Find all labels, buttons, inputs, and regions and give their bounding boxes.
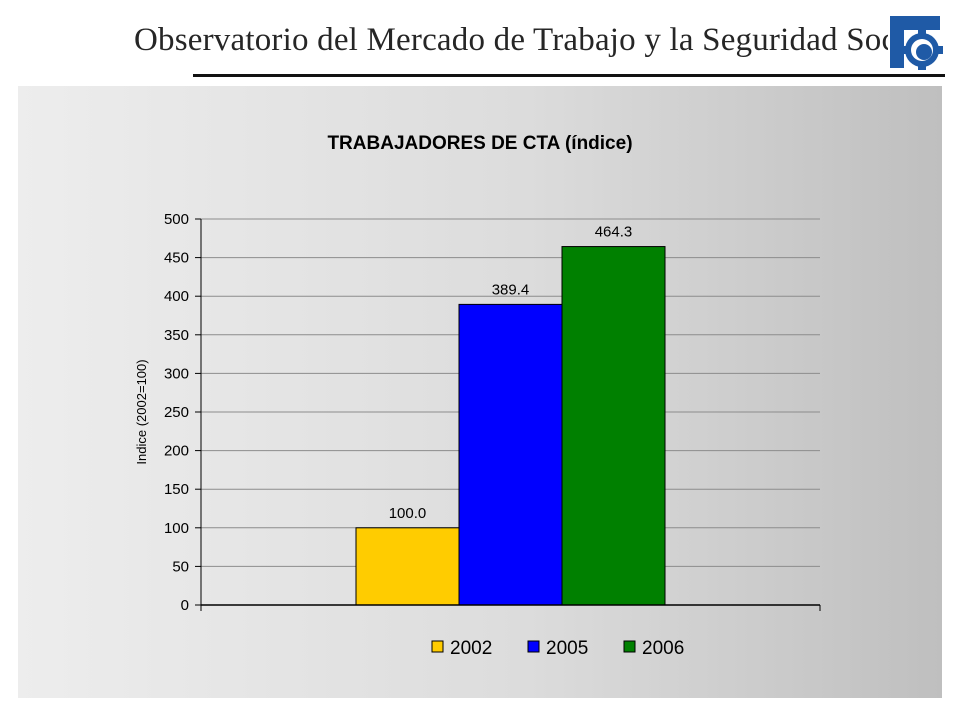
legend-swatch-2005 — [527, 640, 540, 653]
bar-2002 — [355, 527, 460, 606]
y-tick-label: 350 — [164, 327, 189, 344]
legend-label-2006: 2006 — [642, 638, 684, 659]
legend-swatch-2002 — [431, 640, 444, 653]
y-tick-label: 150 — [164, 481, 189, 498]
chart-title: TRABAJADORES DE CTA (índice) — [327, 133, 633, 154]
page-title: Observatorio del Mercado de Trabajo y la… — [134, 22, 930, 58]
data-label-2002: 100.0 — [389, 505, 427, 522]
y-tick-label: 50 — [172, 558, 189, 575]
y-tick-label: 400 — [164, 288, 189, 305]
header-divider — [193, 74, 945, 77]
legend-label-2002: 2002 — [450, 638, 492, 659]
y-tick-label: 250 — [164, 404, 189, 421]
legend-swatch-2006 — [623, 640, 636, 653]
bar-2005 — [458, 303, 563, 606]
y-axis-title: Indice (2002=100) — [134, 359, 149, 464]
bar-2006 — [561, 246, 666, 606]
y-tick-label: 0 — [181, 597, 189, 614]
gear-logo-icon — [888, 14, 944, 70]
y-tick-label: 300 — [164, 365, 189, 382]
legend-label-2005: 2005 — [546, 638, 588, 659]
y-tick-label: 200 — [164, 443, 189, 460]
data-label-2005: 389.4 — [492, 281, 530, 298]
y-tick-label: 500 — [164, 211, 189, 228]
y-tick-label: 100 — [164, 520, 189, 537]
y-tick-label: 450 — [164, 250, 189, 267]
data-label-2006: 464.3 — [595, 224, 633, 241]
